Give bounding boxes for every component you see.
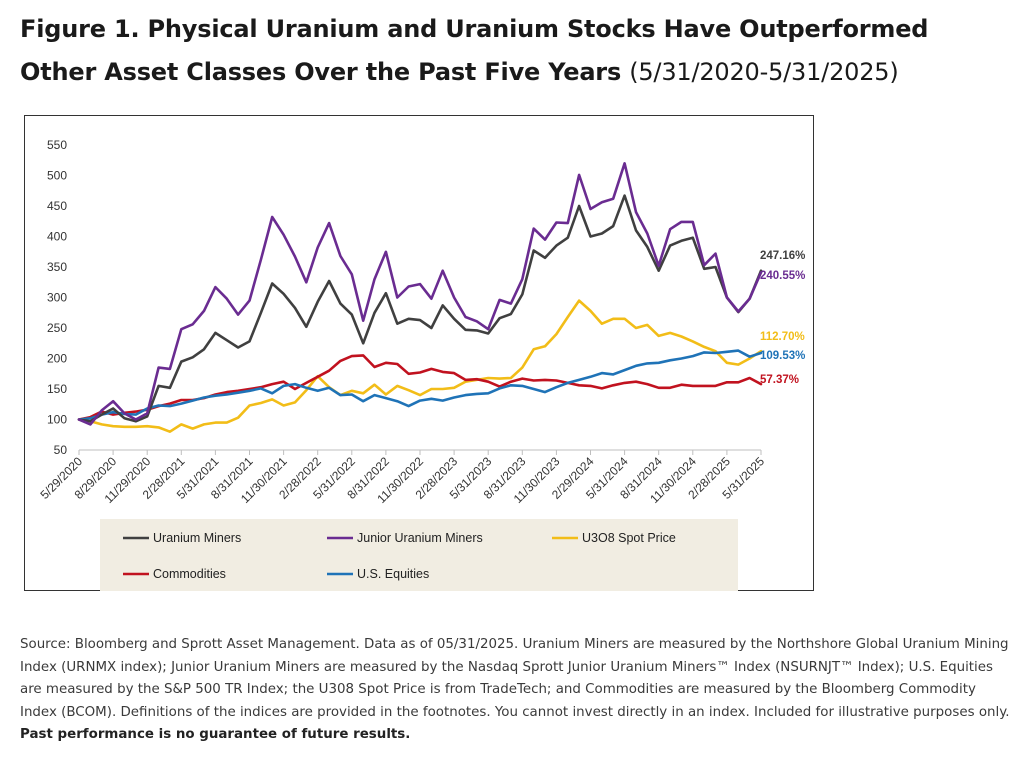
legend-label: Junior Uranium Miners [357, 531, 483, 545]
y-tick-label: 300 [47, 291, 67, 305]
end-value-label: 109.53% [760, 350, 805, 362]
y-tick-label: 450 [47, 199, 67, 213]
legend-label: Commodities [153, 567, 226, 581]
legend-label: U3O8 Spot Price [582, 531, 676, 545]
y-tick-label: 100 [47, 413, 67, 427]
series-line-junior-uranium-miners [77, 161, 763, 426]
y-tick-label: 500 [47, 169, 67, 183]
y-tick-label: 200 [47, 352, 67, 366]
legend-panel [100, 519, 738, 591]
y-tick-label: 50 [54, 443, 68, 457]
chart-frame: 50 100 150 200 250 300 350 400 450 500 550 5/29/202… [24, 115, 814, 591]
figure-title: Figure 1. Physical Uranium and Uranium S… [20, 8, 1010, 94]
y-tick-label: 350 [47, 260, 67, 274]
end-value-label: 247.16% [760, 250, 805, 262]
series-line-u3o8-spot-price [77, 299, 763, 434]
y-tick-label: 400 [47, 230, 67, 244]
end-value-label: 57.37% [760, 374, 799, 386]
y-tick-label: 250 [47, 321, 67, 335]
source-note: Source: Bloomberg and Sprott Asset Manag… [20, 634, 1010, 747]
source-note-text: Source: Bloomberg and Sprott Asset Manag… [20, 637, 1010, 720]
y-tick-label: 550 [47, 138, 67, 152]
line-chart: 501001502002503003504004505005505/29/202… [37, 138, 805, 591]
end-value-label: 240.55% [760, 270, 805, 282]
end-value-label: 112.70% [760, 331, 805, 343]
series-line-commodities [77, 354, 763, 421]
y-tick-label: 150 [47, 382, 67, 396]
figure-title-range: (5/31/2020-5/31/2025) [629, 58, 899, 86]
series-line-u-s-equities [77, 349, 763, 421]
source-note-disclaimer: Past performance is no guarantee of futu… [20, 727, 411, 743]
series-line-uranium-miners [77, 194, 763, 423]
legend-label: Uranium Miners [153, 531, 241, 545]
figure-title-bold: Figure 1. Physical Uranium and Uranium S… [20, 15, 929, 86]
legend-label: U.S. Equities [357, 567, 429, 581]
